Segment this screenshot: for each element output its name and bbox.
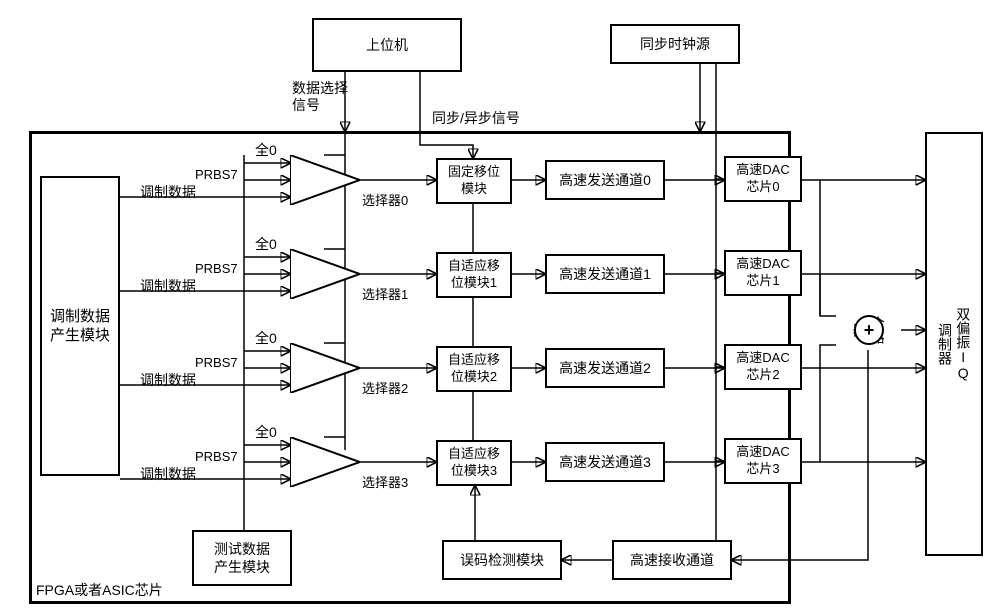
adapt-shift-3: 自适应移 位模块3 [436,440,512,486]
rx-box: 高速接收通道 [612,540,732,580]
adapt1-label: 自适应移 位模块1 [448,258,500,292]
combiner-circle: + [854,315,884,345]
prbs-2: PRBS7 [195,355,238,370]
mod-0: 调制数据 [140,182,196,202]
data-sel-signal-label: 数据选择 信号 [292,80,348,114]
all0-3: 全0 [255,422,277,442]
iq-mod-label: 双偏振IQ 调制器 [936,307,972,381]
adapt-shift-2: 自适应移 位模块2 [436,346,512,392]
prbs-1: PRBS7 [195,261,238,276]
dac2-box: 高速DAC 芯片2 [724,344,802,390]
sync-signal-label: 同步/异步信号 [432,108,520,128]
tx1-label: 高速发送通道1 [559,265,651,283]
dac0-box: 高速DAC 芯片0 [724,156,802,202]
prbs-3: PRBS7 [195,449,238,464]
test-gen-box: 测试数据 产生模块 [192,530,292,586]
fixed-shift-box: 固定移位 模块 [436,158,512,204]
sel3-label: 选择器3 [362,472,408,491]
clock-box: 同步时钟源 [610,24,740,64]
tx2-box: 高速发送通道2 [545,348,665,388]
selector-2 [290,343,360,393]
dac3-box: 高速DAC 芯片3 [724,438,802,484]
test-gen-label: 测试数据 产生模块 [214,540,270,576]
dac0-label: 高速DAC 芯片0 [736,162,789,196]
tx0-box: 高速发送通道0 [545,160,665,200]
tx1-box: 高速发送通道1 [545,254,665,294]
host-label: 上位机 [366,36,408,54]
mod-1: 调制数据 [140,276,196,296]
all0-0: 全0 [255,140,277,160]
dac2-label: 高速DAC 芯片2 [736,350,789,384]
mod-2: 调制数据 [140,370,196,390]
iq-mod-box: 双偏振IQ 调制器 [925,132,983,556]
tx0-label: 高速发送通道0 [559,171,651,189]
adapt-shift-1: 自适应移 位模块1 [436,252,512,298]
mod-3: 调制数据 [140,464,196,484]
dac1-box: 高速DAC 芯片1 [724,250,802,296]
fixed-shift-label: 固定移位 模块 [448,164,500,198]
tx3-box: 高速发送通道3 [545,442,665,482]
dac1-label: 高速DAC 芯片1 [736,256,789,290]
sel2-label: 选择器2 [362,378,408,397]
tx2-label: 高速发送通道2 [559,359,651,377]
tx3-label: 高速发送通道3 [559,453,651,471]
adapt2-label: 自适应移 位模块2 [448,352,500,386]
host-box: 上位机 [312,18,462,72]
mod-gen-label: 调制数据 产生模块 [50,307,110,346]
adapt3-label: 自适应移 位模块3 [448,446,500,480]
err-det-label: 误码检测模块 [460,551,544,569]
selector-3 [290,437,360,487]
selector-1 [290,249,360,299]
err-det-box: 误码检测模块 [442,540,562,580]
chip-label: FPGA或者ASIC芯片 [36,580,163,600]
all0-1: 全0 [255,234,277,254]
all0-2: 全0 [255,328,277,348]
prbs-0: PRBS7 [195,167,238,182]
selector-0 [290,155,360,205]
mod-gen-box: 调制数据 产生模块 [40,176,120,476]
dac3-label: 高速DAC 芯片3 [736,444,789,478]
sel0-label: 选择器0 [362,190,408,209]
rx-label: 高速接收通道 [630,551,714,569]
sel1-label: 选择器1 [362,284,408,303]
clock-label: 同步时钟源 [640,35,710,53]
